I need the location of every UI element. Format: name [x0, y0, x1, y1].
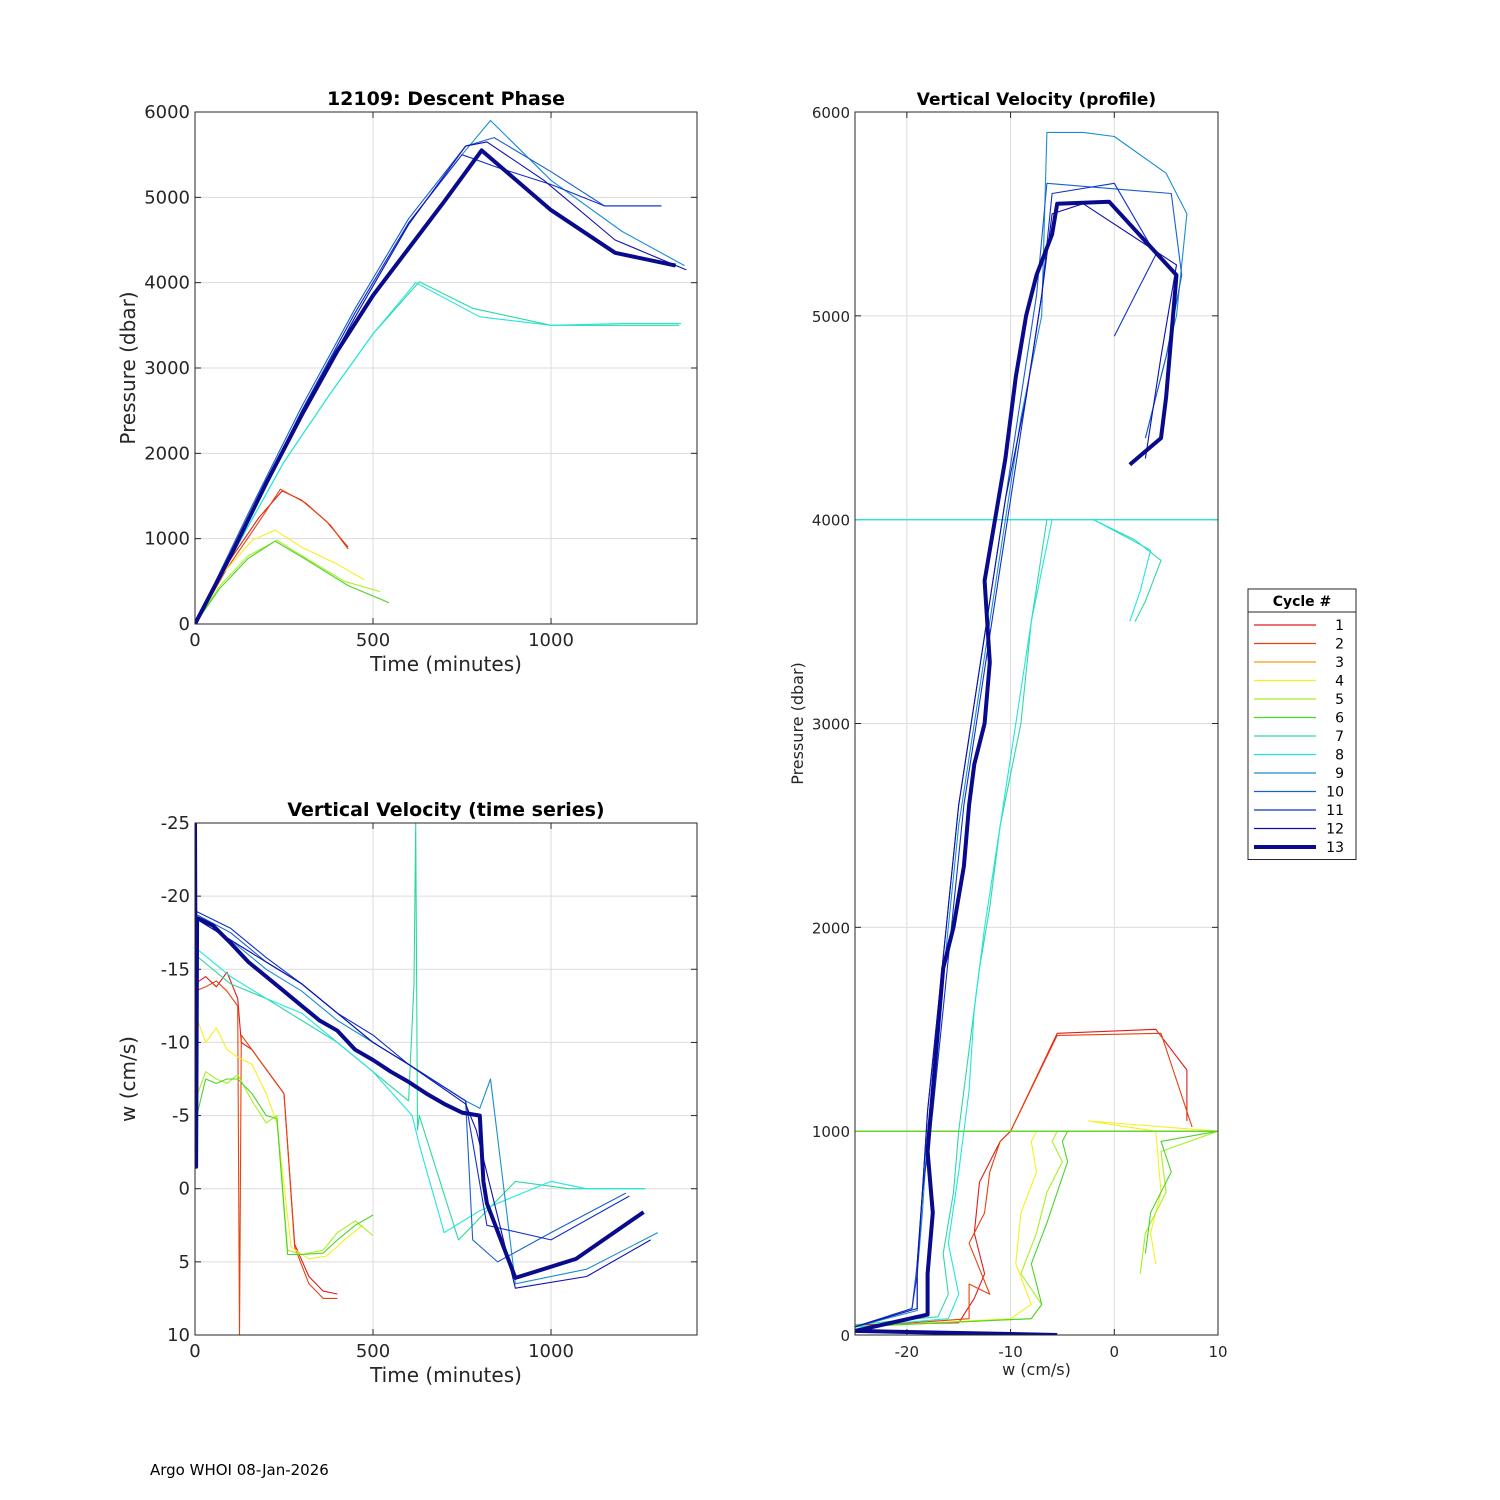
axes-frame: [854, 111, 1219, 1336]
chart-title: Vertical Velocity (profile): [917, 90, 1156, 110]
y-tick-label: 4000: [144, 273, 190, 294]
plot-area: [195, 823, 697, 1335]
descent-phase-axes: 0 500 1000 0 1000 2000 3000 4000 5000 6000 12109: …: [116, 88, 698, 676]
series-line-cycle-2: [855, 1032, 1218, 1328]
x-tick-label: 500: [356, 630, 390, 651]
legend-label-cycle-11: 11: [1326, 803, 1344, 819]
y-axis-label: Pressure (dbar): [116, 291, 140, 444]
y-tick-label: -20: [161, 886, 190, 907]
series-group: [195, 119, 687, 624]
series-line-cycle-8: [195, 282, 681, 624]
footer-credit: Argo WHOI 08-Jan-2026: [150, 1461, 329, 1479]
series-line-cycle-2: [195, 980, 338, 1335]
y-tick-label: 5000: [812, 308, 850, 326]
y-tick-label: 0: [840, 1327, 850, 1345]
y-tick-label: 3000: [144, 358, 190, 379]
series-line-cycle-4: [195, 1013, 363, 1260]
series-line-cycle-7: [195, 823, 646, 1241]
legend-label-cycle-2: 2: [1335, 637, 1344, 653]
x-tick-label: 0: [189, 1341, 200, 1362]
axes-frame: [194, 111, 698, 625]
y-tick-label: -5: [172, 1106, 190, 1127]
y-tick-label: -10: [161, 1032, 190, 1053]
y-tick-label: 0: [179, 1179, 190, 1200]
series-line-cycle-11: [195, 910, 630, 1241]
legend-label-cycle-7: 7: [1335, 729, 1344, 745]
series-line-cycle-12: [855, 203, 1178, 1328]
x-tick-label: 1000: [528, 1341, 574, 1362]
y-axis-label: w (cm/s): [116, 1036, 140, 1122]
series-group: [195, 823, 659, 1335]
x-tick-label: -20: [895, 1343, 920, 1361]
y-tick-label: 1000: [812, 1123, 850, 1141]
y-axis-label: Pressure (dbar): [788, 662, 807, 785]
series-line-cycle-13: [855, 199, 1179, 1335]
axes-frame: [194, 822, 698, 1336]
x-tick-label: 0: [189, 630, 200, 651]
series-line-cycle-5: [195, 539, 381, 624]
chart-title: 12109: Descent Phase: [327, 88, 565, 110]
legend-label-cycle-12: 12: [1326, 822, 1344, 838]
series-line-cycle-13: [195, 823, 645, 1280]
y-tick-label: 6000: [812, 104, 850, 122]
x-axis-label: w (cm/s): [1002, 1360, 1071, 1379]
legend-label-cycle-1: 1: [1335, 618, 1344, 634]
series-line-cycle-5: [195, 1071, 374, 1256]
y-tick-label: 5: [179, 1252, 190, 1273]
velocity-time-series-axes: 0 500 1000 10 5 0 -5 -10 -15 -20 -25 Vertical Veloc…: [116, 799, 698, 1387]
x-tick-label: 500: [356, 1341, 390, 1362]
y-tick-label: 4000: [812, 512, 850, 530]
series-line-cycle-6: [195, 1078, 374, 1256]
chart-title: Vertical Velocity (time series): [287, 799, 604, 821]
y-tick-label: 1000: [144, 529, 190, 550]
series-line-cycle-5: [855, 1130, 1218, 1328]
series-line-cycle-9: [855, 131, 1188, 1328]
x-axis-label: Time (minutes): [369, 1363, 522, 1387]
x-tick-label: 1000: [528, 630, 574, 651]
legend-box: [1247, 588, 1357, 860]
legend-title: Cycle #: [1273, 594, 1332, 610]
legend-label-cycle-8: 8: [1335, 748, 1344, 764]
series-line-cycle-8: [855, 519, 1218, 1328]
legend-label-cycle-10: 10: [1326, 785, 1344, 801]
y-tick-label: 10: [167, 1325, 190, 1346]
legend-label-cycle-4: 4: [1335, 674, 1344, 690]
legend-label-cycle-6: 6: [1335, 711, 1344, 727]
series-line-cycle-13: [195, 148, 677, 624]
y-tick-label: 2000: [144, 443, 190, 464]
series-line-cycle-6: [195, 540, 390, 624]
y-tick-label: -15: [161, 959, 190, 980]
series-line-cycle-12: [195, 917, 651, 1289]
series-line-cycle-6: [855, 1130, 1218, 1328]
y-tick-label: -25: [161, 813, 190, 834]
legend-label-cycle-13: 13: [1326, 840, 1344, 856]
y-tick-label: 3000: [812, 716, 850, 734]
x-tick-label: 0: [1110, 1343, 1120, 1361]
legend-label-cycle-9: 9: [1335, 766, 1344, 782]
velocity-profile-axes: -20 -10 0 10 0 1000 2000 3000 4000 5000 6000 Vertic…: [788, 90, 1228, 1379]
x-tick-label: 10: [1208, 1343, 1227, 1361]
y-tick-label: 6000: [144, 102, 190, 123]
x-axis-label: Time (minutes): [369, 652, 522, 676]
y-tick-label: 0: [179, 614, 190, 635]
legend-label-cycle-3: 3: [1335, 655, 1344, 671]
series-line-cycle-7: [855, 519, 1218, 1326]
y-tick-label: 5000: [144, 187, 190, 208]
series-line-cycle-8: [195, 946, 644, 1234]
legend-label-cycle-5: 5: [1335, 692, 1344, 708]
x-tick-label: -10: [998, 1343, 1023, 1361]
series-line-cycle-10: [195, 137, 662, 624]
y-tick-label: 2000: [812, 919, 850, 937]
series-group: [855, 131, 1218, 1335]
